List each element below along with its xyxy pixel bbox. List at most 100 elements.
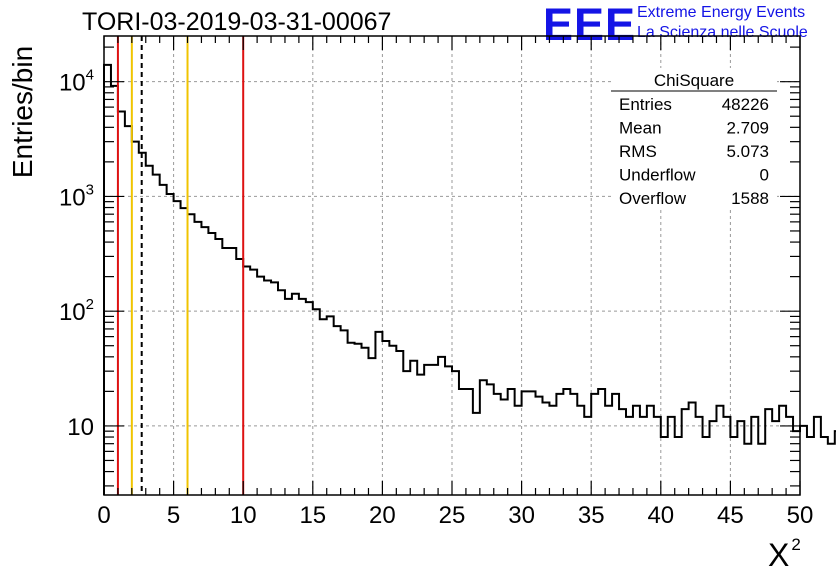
stats-box-bg [611,68,777,210]
histogram-bin-96 [772,421,779,495]
histogram-bin-64 [549,406,556,495]
y-tick-label-exponent: 3 [86,181,94,198]
histogram-bin-55 [487,384,494,495]
histogram-bin-66 [563,389,570,495]
histogram-bin-54 [480,380,487,495]
histogram-bin-95 [765,409,772,495]
histogram-bin-83 [682,409,689,495]
stats-value-entries: 48226 [722,95,769,114]
histogram-bin-10 [174,201,181,495]
histogram-bin-89 [723,417,730,495]
histogram-bin-72 [605,406,612,495]
histogram-bin-33 [334,326,341,495]
histogram-bin-49 [445,366,452,495]
histogram-bin-38 [368,358,375,495]
histogram-bin-26 [285,299,292,495]
stats-label-entries: Entries [619,95,672,114]
histogram-bin-32 [327,316,334,495]
histogram-bin-24 [271,282,278,495]
stats-box-title: ChiSquare [654,71,734,90]
histogram-bin-60 [522,391,529,495]
histogram-bin-100 [800,426,807,495]
stats-value-underflow: 0 [760,166,769,185]
histogram-bin-34 [341,330,348,495]
histogram-bin-12 [188,214,195,495]
stats-box: ChiSquare Entries 48226 Mean 2.709 RMS 5.073 U… [611,68,777,210]
cut-lines [116,36,245,495]
y-tick-label-10000: 104 [59,67,94,97]
histogram-bin-57 [501,399,508,495]
x-tick-label-30: 30 [508,502,535,529]
histogram-bin-79 [654,417,661,495]
y-tick-label-base: 10 [59,184,86,211]
x-tick-label-5: 5 [167,502,180,529]
histogram-bin-80 [661,437,668,495]
histogram-bin-20 [243,267,250,495]
histogram-bin-77 [640,417,647,495]
x-tick-label-35: 35 [578,502,605,529]
histogram-bin-16 [215,239,222,495]
histogram-bin-61 [529,391,536,495]
histogram-bin-74 [619,409,626,495]
histogram-bin-8 [160,185,167,495]
y-tick-label-base: 10 [59,299,86,326]
histogram-bin-69 [584,417,591,495]
y-tick-label-exponent: 2 [86,296,94,313]
histogram-bin-52 [466,389,473,495]
y-tick-label-base: 10 [67,414,94,441]
histogram-bin-63 [542,402,549,495]
histogram-bin-30 [313,309,320,495]
histogram-bin-44 [410,361,417,495]
histogram-bin-98 [786,417,793,495]
x-tick-label-10: 10 [230,502,257,529]
y-tick-label-10: 10 [67,414,94,441]
histogram-bin-46 [424,365,431,495]
y-tick-label-100: 102 [59,296,94,326]
histogram-series [103,63,836,495]
stats-value-overflow: 1588 [731,189,769,208]
stats-label-rms: RMS [619,142,657,161]
histogram-bin-37 [362,348,369,495]
histogram-bin-101 [807,437,814,495]
histogram-bin-9 [167,194,174,495]
histogram-bin-6 [146,166,153,495]
y-tick-label-base: 10 [59,70,86,97]
histogram-bin-102 [814,417,821,495]
histogram-bin-62 [536,397,543,495]
histogram-bin-2 [118,111,125,495]
histogram-bin-85 [696,417,703,495]
logo-line-1: Extreme Energy Events [637,4,806,21]
x-tick-label-20: 20 [369,502,396,529]
stats-rows: Entries 48226 Mean 2.709 RMS 5.073 Underflow 0 O… [619,95,769,208]
histogram-bin-51 [459,389,466,495]
y-tick-label-exponent: 4 [86,67,94,84]
histogram-bin-4 [132,142,139,495]
histogram-bin-70 [591,394,598,495]
histogram-outline [103,63,836,495]
histogram-bin-17 [222,248,229,495]
histogram-title: TORI-03-2019-03-31-00067 [82,8,392,36]
x-tick-label-45: 45 [717,502,744,529]
histogram-bin-21 [250,270,257,495]
histogram-bin-97 [779,406,786,495]
histogram-bin-28 [299,299,306,495]
histogram-bin-68 [577,406,584,495]
histogram-bin-22 [257,277,264,495]
histogram-bin-93 [751,417,758,495]
histogram-bin-53 [473,413,480,495]
histogram-bin-73 [612,394,619,495]
histogram-bin-71 [598,389,605,495]
histogram-bin-65 [556,394,563,495]
histogram-bin-25 [278,290,285,495]
stats-value-mean: 2.709 [726,119,769,138]
histogram-bin-90 [730,437,737,495]
histogram-bin-92 [744,444,751,495]
histogram-bin-45 [417,375,424,495]
histogram-bin-43 [403,371,410,495]
histogram-bin-58 [508,389,515,495]
histogram-bin-91 [737,421,744,495]
histogram-bin-103 [821,437,828,495]
